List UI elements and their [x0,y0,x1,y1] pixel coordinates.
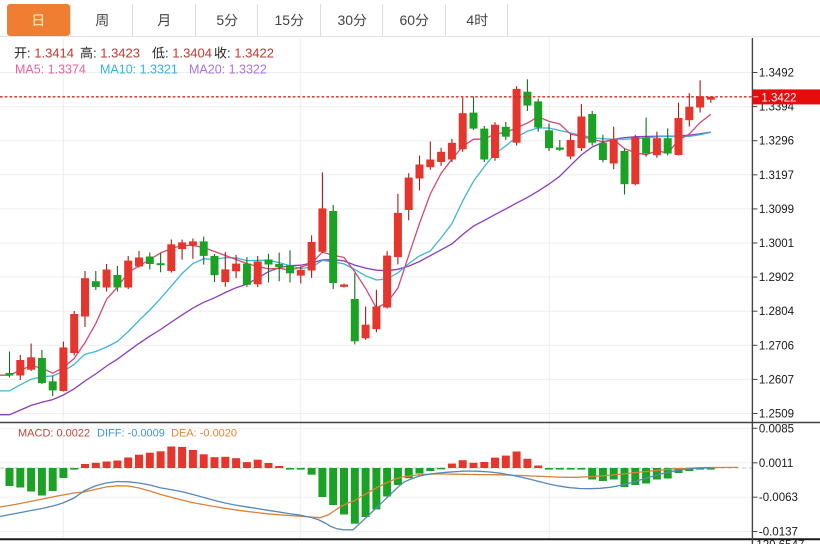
svg-text:4: 4 [466,12,474,28]
svg-text:1.2804: 1.2804 [759,306,795,318]
svg-text:: 1.3422: : 1.3422 [227,46,274,61]
svg-text:MA5: 1.3374: MA5: 1.3374 [15,63,86,77]
svg-text:MA20: 1.3322: MA20: 1.3322 [189,63,267,77]
svg-text:120.6547: 120.6547 [756,540,804,544]
svg-text:1.3099: 1.3099 [759,204,794,216]
svg-text:1.3001: 1.3001 [759,238,794,250]
svg-text:1.2607: 1.2607 [759,374,794,386]
svg-text:1.3197: 1.3197 [759,170,794,182]
svg-text:1.3394: 1.3394 [759,102,795,114]
svg-text:: 1.3414: : 1.3414 [27,46,74,61]
svg-text:0: 0 [407,12,415,28]
svg-text:1: 1 [274,12,282,28]
svg-text:: 1.3404: : 1.3404 [165,46,212,61]
svg-text:MA10: 1.3321: MA10: 1.3321 [100,63,178,77]
svg-text:5: 5 [282,12,290,28]
svg-text:1.3296: 1.3296 [759,136,794,148]
svg-text:: 1.3423: : 1.3423 [93,46,140,61]
svg-text:1.2509: 1.2509 [759,409,794,421]
svg-text:5: 5 [216,12,224,28]
svg-text:1.2706: 1.2706 [759,340,794,352]
svg-text:0: 0 [345,12,353,28]
svg-text:MACD: 0.0022: MACD: 0.0022 [18,428,90,440]
svg-text:0.0085: 0.0085 [759,423,794,435]
svg-text:-0.0137: -0.0137 [759,527,798,539]
svg-text:1.3492: 1.3492 [759,68,794,80]
svg-text:1.3422: 1.3422 [761,92,796,104]
svg-text:DEA: -0.0020: DEA: -0.0020 [171,428,237,440]
svg-text:0.0011: 0.0011 [759,458,793,470]
svg-text:6: 6 [399,12,407,28]
svg-text:-0.0063: -0.0063 [759,492,798,504]
svg-text:1.2902: 1.2902 [759,272,794,284]
svg-text:3: 3 [337,12,345,28]
svg-text:DIFF: -0.0009: DIFF: -0.0009 [97,428,165,440]
